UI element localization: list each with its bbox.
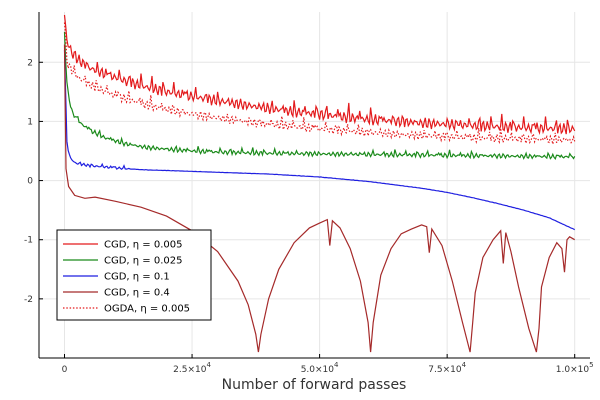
legend: CGD, η = 0.005 CGD, η = 0.025 CGD, η = 0.1… <box>56 229 212 321</box>
series-line <box>63 14 576 136</box>
series-line <box>63 49 576 231</box>
x-tick-exponent: 5 <box>589 361 593 369</box>
x-tick-mantissa: 2.5×10 <box>173 365 207 375</box>
y-ticks: 2 1 0 -1 -2 <box>24 58 43 305</box>
x-ticks: 0 2.5×104 5.0×104 7.5×104 1.0×105 <box>62 354 594 375</box>
x-tick-exponent: 4 <box>206 361 211 369</box>
legend-label: CGD, η = 0.025 <box>104 256 183 267</box>
legend-label: CGD, η = 0.4 <box>104 288 170 299</box>
x-tick-mantissa: 7.5×10 <box>428 365 462 375</box>
series-layer <box>63 14 576 353</box>
legend-label: CGD, η = 0.005 <box>104 240 183 251</box>
series-line <box>63 44 575 353</box>
x-tick-exponent: 4 <box>334 361 339 369</box>
x-tick-label: 1.0×105 <box>556 361 594 375</box>
x-tick-label: 0 <box>62 365 68 375</box>
series-line <box>63 22 576 145</box>
legend-label: OGDA, η = 0.005 <box>104 304 190 315</box>
y-tick-label: 1 <box>27 117 33 127</box>
x-tick-label: 2.5×104 <box>173 361 211 375</box>
y-tick-label: 2 <box>27 58 33 68</box>
x-tick-mantissa: 5.0×10 <box>301 365 335 375</box>
axes <box>38 12 590 359</box>
legend-label: CGD, η = 0.1 <box>104 272 170 283</box>
x-tick-mantissa: 0 <box>62 365 68 375</box>
series-line <box>63 31 576 161</box>
y-tick-label: -1 <box>24 236 33 246</box>
x-tick-label: 5.0×104 <box>301 361 339 375</box>
x-tick-mantissa: 1.0×10 <box>556 365 590 375</box>
x-tick-label: 7.5×104 <box>428 361 466 375</box>
y-tick-label: 0 <box>27 177 33 187</box>
x-tick-exponent: 4 <box>462 361 467 369</box>
x-axis-label: Number of forward passes <box>222 377 407 393</box>
legend-box <box>56 229 212 321</box>
y-tick-label: -2 <box>24 295 33 305</box>
